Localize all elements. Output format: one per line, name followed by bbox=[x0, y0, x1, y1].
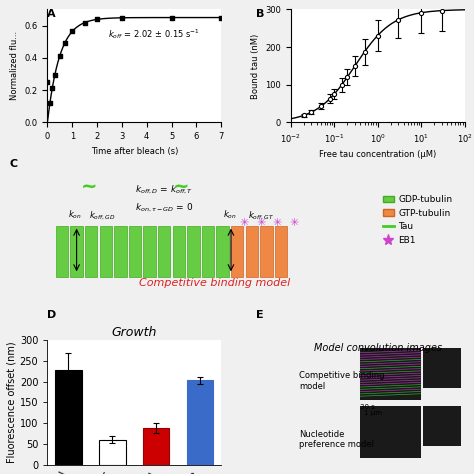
Bar bbox=[56, 226, 68, 276]
Text: 30 s: 30 s bbox=[360, 404, 375, 410]
Text: $k_{on}$: $k_{on}$ bbox=[223, 209, 237, 221]
Bar bbox=[158, 226, 171, 276]
Text: $k_{off}$ = 2.02 ± 0.15 s$^{-1}$: $k_{off}$ = 2.02 ± 0.15 s$^{-1}$ bbox=[108, 27, 200, 41]
Bar bbox=[99, 440, 126, 465]
Bar bbox=[202, 226, 214, 276]
Text: A: A bbox=[47, 9, 56, 19]
Point bbox=[44, 78, 51, 86]
Point bbox=[218, 14, 225, 21]
Text: Competitive binding
model: Competitive binding model bbox=[300, 371, 385, 391]
Bar bbox=[100, 226, 112, 276]
Text: ✳: ✳ bbox=[289, 218, 299, 228]
Text: $k_{off,D}$ = $k_{off,T}$: $k_{off,D}$ = $k_{off,T}$ bbox=[135, 184, 193, 196]
Y-axis label: Fluorescence offset (nm): Fluorescence offset (nm) bbox=[7, 342, 17, 463]
X-axis label: Time after bleach (s): Time after bleach (s) bbox=[91, 146, 178, 155]
Bar bbox=[114, 226, 127, 276]
Y-axis label: Bound tau (nM): Bound tau (nM) bbox=[251, 33, 260, 99]
Point bbox=[118, 14, 126, 22]
Bar bbox=[55, 370, 82, 465]
Text: Competitive binding model: Competitive binding model bbox=[139, 278, 291, 288]
Text: C: C bbox=[9, 159, 18, 169]
Point bbox=[168, 14, 175, 21]
Y-axis label: Normalized flu...: Normalized flu... bbox=[10, 31, 19, 100]
Text: ~: ~ bbox=[81, 177, 97, 196]
Point bbox=[61, 39, 69, 47]
Text: B: B bbox=[256, 9, 264, 19]
Text: D: D bbox=[47, 310, 57, 320]
Bar bbox=[260, 226, 273, 276]
Bar bbox=[216, 226, 229, 276]
Point bbox=[48, 84, 56, 91]
Bar bbox=[275, 226, 287, 276]
Text: $k_{off,GT}$: $k_{off,GT}$ bbox=[247, 209, 273, 221]
Text: $k_{on,\tau-GD}$ = 0: $k_{on,\tau-GD}$ = 0 bbox=[135, 202, 193, 214]
Text: ✳: ✳ bbox=[256, 218, 265, 228]
Text: Nucleotide
preference model: Nucleotide preference model bbox=[300, 430, 374, 449]
Point bbox=[46, 100, 54, 107]
Text: E: E bbox=[256, 310, 264, 320]
Point bbox=[81, 19, 89, 27]
Text: $k_{off,GD}$: $k_{off,GD}$ bbox=[89, 209, 116, 221]
Bar bbox=[143, 226, 156, 276]
Bar bbox=[187, 381, 213, 465]
Text: 1 μm: 1 μm bbox=[364, 410, 382, 416]
Text: ~: ~ bbox=[173, 177, 189, 196]
Text: Model convolution images: Model convolution images bbox=[314, 343, 442, 353]
Point bbox=[51, 71, 59, 79]
Bar bbox=[70, 226, 83, 276]
Bar bbox=[231, 226, 244, 276]
Point bbox=[56, 52, 64, 60]
Bar bbox=[173, 226, 185, 276]
Bar bbox=[187, 226, 200, 276]
Text: ✳: ✳ bbox=[273, 218, 282, 228]
X-axis label: Free tau concentration (μM): Free tau concentration (μM) bbox=[319, 150, 436, 159]
Bar bbox=[85, 226, 98, 276]
Bar bbox=[129, 226, 141, 276]
Legend: GDP-tubulin, GTP-tubulin, Tau, EB1: GDP-tubulin, GTP-tubulin, Tau, EB1 bbox=[379, 191, 456, 248]
Bar bbox=[143, 428, 169, 465]
Point bbox=[93, 16, 101, 23]
Text: ✳: ✳ bbox=[239, 218, 249, 228]
Point bbox=[68, 27, 76, 35]
Text: $k_{on}$: $k_{on}$ bbox=[68, 209, 82, 221]
Title: Growth: Growth bbox=[111, 326, 157, 339]
Bar bbox=[246, 226, 258, 276]
